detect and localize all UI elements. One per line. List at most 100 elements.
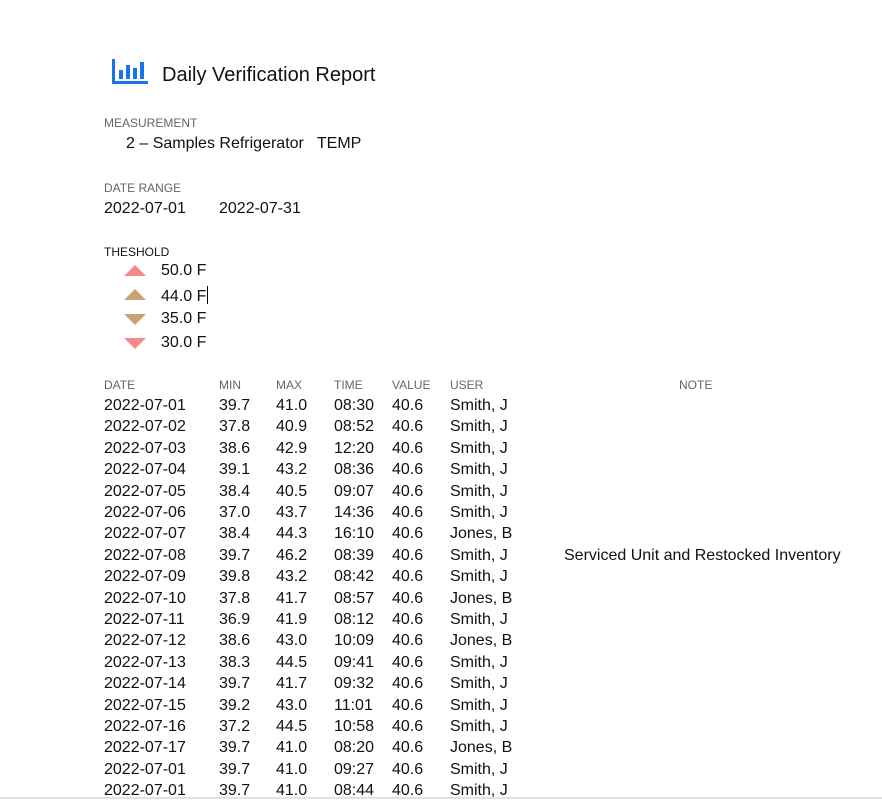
threshold-label: THESHOLD [104,245,170,259]
cell-value: 40.6 [392,675,424,693]
cell-value: 40.6 [392,653,424,671]
cell-value: 40.6 [392,760,424,778]
cell-time: 16:10 [334,525,375,543]
table-row: 2022-07-16 37.2 44.5 10:58 40.6 Smith, J [0,718,882,739]
cell-max: 43.0 [276,696,308,714]
cell-min: 39.2 [219,696,251,714]
cell-date: 2022-07-15 [104,696,186,714]
cell-max: 43.7 [276,504,308,521]
column-header-value: VALUE [392,378,431,392]
cell-date: 2022-07-11 [104,611,185,628]
table-row: 2022-07-13 38.3 44.5 09:41 40.6 Smith, J [0,654,882,675]
cell-time: 10:09 [334,632,375,650]
cell-value: 40.6 [392,397,424,414]
cell-time: 12:20 [334,439,375,457]
cell-user: Smith, J [450,568,508,586]
table-row: 2022-07-04 39.1 43.2 08:36 40.6 Smith, J [0,461,882,482]
cell-time: 08:57 [334,589,375,607]
page-title: Daily Verification Report [162,64,376,86]
threshold-low-alarm: 30.0 F [161,334,207,351]
cell-date: 2022-07-01 [104,397,186,414]
cell-value: 40.6 [392,718,424,735]
cell-min: 39.7 [219,760,251,778]
table-row: 2022-07-01 39.7 41.0 08:30 40.6 Smith, J [0,397,882,418]
cell-date: 2022-07-05 [104,482,186,500]
cell-user: Jones, B [450,525,513,543]
cell-value: 40.6 [392,782,424,800]
table-row: 2022-07-05 38.4 40.5 09:07 40.6 Smith, J [0,483,882,504]
triangle-up-icon [124,289,146,300]
triangle-up-icon [124,265,146,276]
cell-date: 2022-07-02 [104,418,186,436]
threshold-high-alarm: 50.0 F [161,262,207,279]
table-row: 2022-07-15 39.2 43.0 11:01 40.6 Smith, J [0,697,882,718]
measurement-value: 2 – Samples Refrigerator TEMP [126,135,362,152]
cell-user: Smith, J [450,782,508,800]
cell-date: 2022-07-13 [104,653,186,671]
cell-date: 2022-07-01 [104,760,186,778]
measurement-label: MEASUREMENT [104,116,198,130]
cell-time: 08:52 [334,418,375,436]
table-row: 2022-07-01 39.7 41.0 09:27 40.6 Smith, J [0,761,882,782]
cell-max: 43.0 [276,632,308,650]
cell-max: 41.0 [276,397,308,414]
cell-min: 39.7 [219,675,251,693]
cell-min: 37.2 [219,718,251,735]
cell-user: Smith, J [450,611,508,628]
cell-user: Smith, J [450,461,508,479]
cell-time: 14:36 [334,504,375,521]
cell-time: 09:41 [334,653,375,671]
table-row: 2022-07-17 39.7 41.0 08:20 40.6 Jones, B [0,739,882,760]
cell-min: 38.4 [219,525,251,543]
cell-min: 38.6 [219,439,251,457]
table-row: 2022-07-08 39.7 46.2 08:39 40.6 Smith, J Servi… [0,547,882,568]
cell-note: Serviced Unit and Restocked Inventory [564,546,841,564]
cell-value: 40.6 [392,461,424,479]
cell-user: Jones, B [450,632,513,650]
cell-value: 40.6 [392,568,424,586]
cell-max: 44.5 [276,718,308,735]
cell-user: Smith, J [450,675,508,693]
triangle-down-icon [124,314,146,325]
cell-user: Smith, J [450,397,508,414]
cell-time: 08:44 [334,782,375,800]
cell-date: 2022-07-10 [104,589,186,607]
cell-time: 08:30 [334,397,375,414]
cell-min: 39.7 [219,397,251,414]
cell-min: 37.0 [219,504,251,521]
cell-value: 40.6 [392,525,424,543]
cell-max: 40.5 [276,482,308,500]
cell-date: 2022-07-06 [104,504,186,521]
cell-user: Jones, B [450,589,513,607]
table-row: 2022-07-07 38.4 44.3 16:10 40.6 Jones, B [0,525,882,546]
cell-user: Smith, J [450,760,508,778]
column-header-min: MIN [219,378,241,392]
cell-min: 39.1 [219,461,251,479]
cell-date: 2022-07-16 [104,718,186,735]
cell-date: 2022-07-01 [104,782,186,800]
cell-user: Smith, J [450,696,508,714]
cell-min: 39.7 [219,739,251,757]
table-row: 2022-07-06 37.0 43.7 14:36 40.6 Smith, J [0,504,882,525]
cell-min: 37.8 [219,589,251,607]
cell-value: 40.6 [392,696,424,714]
cell-user: Jones, B [450,739,513,757]
table-row: 2022-07-10 37.8 41.7 08:57 40.6 Jones, B [0,590,882,611]
cell-min: 37.8 [219,418,251,436]
cell-user: Smith, J [450,439,508,457]
cell-min: 38.3 [219,653,251,671]
cell-time: 08:12 [334,611,375,628]
threshold-high-warning: 44.0 F [161,286,209,306]
cell-time: 09:27 [334,760,375,778]
cell-value: 40.6 [392,611,424,628]
cell-max: 41.9 [276,611,308,628]
cell-max: 44.5 [276,653,308,671]
table-row: 2022-07-11 36.9 41.9 08:12 40.6 Smith, J [0,611,882,632]
cell-value: 40.6 [392,482,424,500]
table-row: 2022-07-03 38.6 42.9 12:20 40.6 Smith, J [0,440,882,461]
cell-time: 08:20 [334,739,375,757]
cell-time: 08:36 [334,461,375,479]
cell-max: 41.0 [276,760,308,778]
cell-min: 38.6 [219,632,251,650]
cell-time: 11:01 [334,696,373,714]
